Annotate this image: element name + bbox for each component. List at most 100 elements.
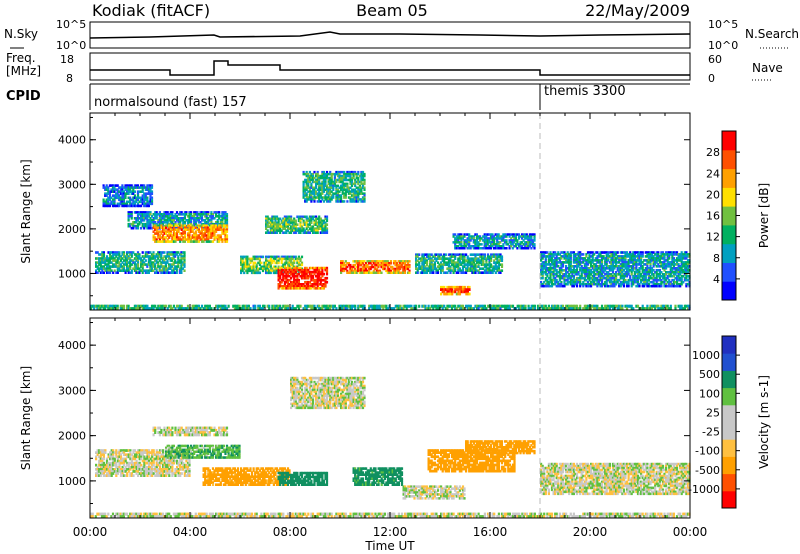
- data-cell: [675, 282, 679, 286]
- data-cell: [665, 253, 668, 256]
- data-cell: [225, 215, 229, 218]
- data-cell: [611, 261, 615, 264]
- data-cell: [144, 263, 147, 266]
- data-cell: [101, 257, 104, 260]
- data-cell: [307, 176, 310, 180]
- data-cell: [126, 261, 129, 264]
- data-cell: [127, 188, 130, 191]
- data-cell: [129, 261, 132, 264]
- data-cell: [665, 282, 668, 286]
- data-cell: [305, 221, 308, 225]
- data-cell: [677, 257, 680, 260]
- data-cell: [158, 230, 161, 233]
- data-cell: [354, 196, 357, 199]
- data-cell: [530, 247, 533, 250]
- data-cell: [171, 215, 174, 218]
- data-cell: [146, 213, 149, 216]
- data-cell: [293, 223, 296, 226]
- data-cell: [444, 263, 447, 266]
- data-cell: [269, 265, 272, 269]
- data-cell: [200, 217, 204, 220]
- data-cell: [491, 245, 494, 248]
- data-cell: [311, 172, 315, 176]
- data-cell: [164, 271, 167, 274]
- data-cell: [552, 263, 555, 266]
- data-cell: [163, 265, 166, 268]
- data-cell: [143, 194, 146, 197]
- data-cell: [563, 255, 566, 258]
- data-cell: [657, 278, 660, 282]
- data-cell: [615, 263, 618, 266]
- data-cell: [632, 280, 635, 284]
- data-cell: [596, 259, 599, 262]
- data-cell: [194, 238, 197, 241]
- data-cell: [269, 255, 272, 259]
- data-cell: [197, 224, 200, 227]
- data-cell: [468, 237, 471, 240]
- data-cell: [305, 215, 308, 219]
- data-cell: [143, 213, 146, 216]
- data-cell: [590, 269, 593, 272]
- data-cell: [433, 263, 436, 266]
- data-cell: [368, 262, 371, 265]
- data-cell: [136, 217, 140, 220]
- data-cell: [316, 266, 319, 270]
- data-cell: [449, 288, 452, 291]
- data-cell: [580, 269, 583, 272]
- data-cell: [288, 287, 291, 290]
- data-cell: [143, 198, 146, 202]
- data-cell: [221, 213, 224, 216]
- data-cell: [112, 259, 115, 262]
- data-cell: [318, 215, 321, 219]
- data-cell: [154, 238, 157, 241]
- data-cell: [558, 278, 561, 282]
- data-cell: [215, 222, 218, 226]
- data-cell: [366, 265, 369, 269]
- data-cell: [152, 221, 155, 224]
- data-cell: [361, 262, 364, 265]
- data-cell: [141, 215, 144, 218]
- data-cell: [605, 274, 608, 278]
- data-cell: [399, 260, 402, 263]
- data-cell: [221, 215, 224, 218]
- data-cell: [272, 225, 275, 228]
- data-cell: [546, 274, 549, 278]
- data-cell: [594, 263, 597, 266]
- data-cell: [444, 292, 447, 296]
- data-cell: [99, 271, 102, 274]
- data-cell: [129, 267, 132, 270]
- data-cell: [315, 287, 318, 290]
- data-cell: [285, 280, 288, 284]
- data-cell: [480, 247, 483, 250]
- data-cell: [107, 267, 110, 270]
- data-cell: [136, 259, 140, 262]
- data-cell: [277, 272, 280, 276]
- data-cell: [447, 269, 450, 272]
- data-cell: [555, 284, 558, 288]
- data-cell: [188, 230, 191, 233]
- data-cell: [485, 263, 488, 266]
- data-cell: [403, 263, 406, 267]
- data-cell: [124, 202, 127, 206]
- data-cell: [528, 243, 531, 246]
- data-cell: [357, 198, 360, 201]
- data-cell: [150, 190, 154, 193]
- data-cell: [150, 184, 154, 187]
- data-cell: [271, 219, 274, 223]
- data-cell: [633, 257, 636, 260]
- data-cell: [282, 272, 285, 276]
- data-cell: [604, 276, 607, 280]
- data-cell: [605, 253, 608, 256]
- data-cell: [246, 259, 249, 263]
- data-cell: [405, 267, 408, 271]
- data-cell: [471, 263, 474, 266]
- data-cell: [455, 237, 458, 240]
- data-cell: [530, 243, 533, 246]
- data-cell: [211, 240, 215, 243]
- data-cell: [188, 224, 191, 227]
- data-cell: [172, 257, 175, 260]
- data-cell: [463, 247, 466, 250]
- data-cell: [611, 255, 615, 258]
- data-cell: [105, 271, 109, 274]
- data-cell: [149, 221, 152, 224]
